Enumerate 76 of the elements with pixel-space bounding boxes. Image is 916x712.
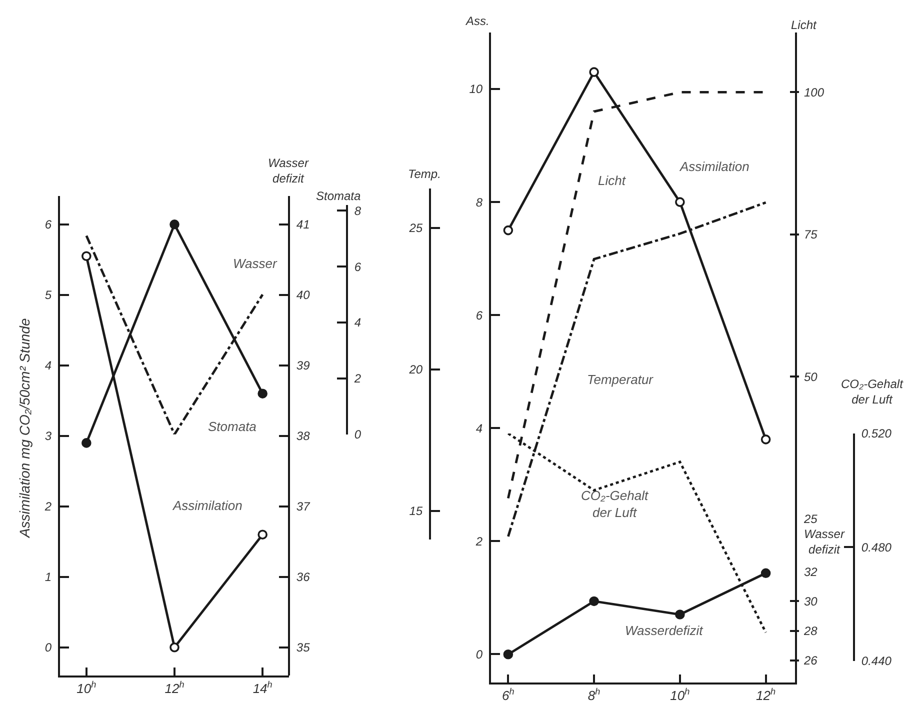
y2-axis-title: Wasser defizit: [804, 527, 846, 557]
x-tick-label: 12$^{h}$: [164, 680, 184, 696]
point: [675, 197, 685, 207]
y3-tick-label: 8: [354, 204, 362, 218]
point: [589, 596, 599, 606]
text: Temperatur: [587, 372, 654, 387]
point: [82, 251, 92, 262]
y3-tick-label: 20: [408, 362, 423, 377]
y2-tick-label: 75: [804, 228, 818, 242]
x-tick-label: 8$^{h}$: [588, 686, 600, 704]
series-label: Assimilation: [172, 498, 242, 513]
y2-tick-label: 38: [296, 429, 310, 444]
y-tick-label: 6: [476, 308, 483, 322]
y2-tick-label: 100: [804, 85, 824, 100]
y-tick-label: 0: [476, 647, 483, 662]
y2-tick-label: 32: [804, 564, 818, 579]
series-label: Assimilation: [679, 159, 750, 174]
point: [589, 67, 599, 77]
y2-tick-label: 40: [296, 288, 310, 302]
y-tick-label: 10: [469, 82, 483, 96]
y2-tick-label: 37: [296, 500, 312, 514]
y-tick-label: 1: [44, 570, 52, 584]
y3-axis-title: Temp.: [408, 167, 441, 181]
y-tick-label: 6: [44, 218, 52, 232]
y-tick-label: 4: [44, 358, 52, 373]
y-tick-label: 8: [476, 195, 483, 210]
x-tick-label: 14$^{h}$: [252, 680, 272, 696]
point: [760, 568, 771, 578]
y2-tick-label: 26: [803, 653, 818, 668]
series-label: CO₂-Gehalt der Luft: [581, 488, 650, 520]
point: [503, 649, 514, 660]
x-tick-label: 6$^{h}$: [502, 686, 514, 704]
x-tick-label: 10$^{h}$: [76, 680, 96, 696]
point: [675, 610, 685, 620]
y2-tick-label: 28: [803, 624, 818, 638]
y-tick-label: 2: [44, 500, 52, 514]
y-tick-label: 3: [44, 429, 52, 444]
y-tick-label: 0.440: [861, 654, 892, 668]
y-tick-label: 0: [44, 640, 52, 655]
y-axis-title: Ass.: [465, 14, 490, 28]
y2-axis-title: Wasser defizit: [268, 156, 310, 186]
y2-tick-label: 30: [804, 594, 818, 608]
y-tick-label: 2: [474, 534, 483, 548]
point: [170, 220, 180, 230]
y3-tick-label: 25: [408, 221, 423, 236]
y2-tick-label: 41: [296, 218, 310, 232]
series-label: Stomata: [208, 419, 256, 434]
x-tick-label: 10$^{h}$: [670, 686, 690, 704]
y-tick-label: 5: [44, 288, 52, 302]
series-label: Wasserdefizit: [625, 623, 704, 638]
y3-tick-label: 6: [354, 260, 362, 274]
y2-axis-title: Licht: [791, 18, 818, 32]
series-label: Licht: [598, 173, 627, 188]
y2-tick-label: 35: [296, 640, 310, 655]
y-tick-label: 4: [476, 421, 483, 436]
y2-tick-label: 50: [804, 370, 818, 384]
x-tick-label: 12$^{h}$: [756, 686, 776, 704]
y3-tick-label: 2: [353, 372, 362, 386]
y2-tick-label: 39: [296, 358, 310, 373]
point: [170, 642, 180, 652]
y3-axis-title: Stomata: [316, 189, 362, 203]
y2-tick-label: 36: [296, 570, 310, 584]
text: Wasser: [233, 256, 278, 271]
y-axis-title: CO₂-Gehalt der Luft: [841, 377, 904, 407]
y3-tick-label: 0: [354, 428, 362, 442]
point: [760, 434, 771, 444]
point: [258, 530, 268, 540]
point: [258, 388, 268, 398]
y-axis-title: Assimilation mg CO₂/50cm² Stunde: [16, 318, 32, 539]
y-tick-label: 0.520: [861, 426, 892, 441]
y3-tick-label: 15: [409, 504, 423, 518]
y3-tick-label: 4: [354, 316, 362, 330]
y2-tick-label: 25: [803, 512, 818, 526]
point: [82, 438, 92, 448]
y-tick-label: 0.480: [861, 540, 892, 554]
point: [503, 225, 514, 236]
